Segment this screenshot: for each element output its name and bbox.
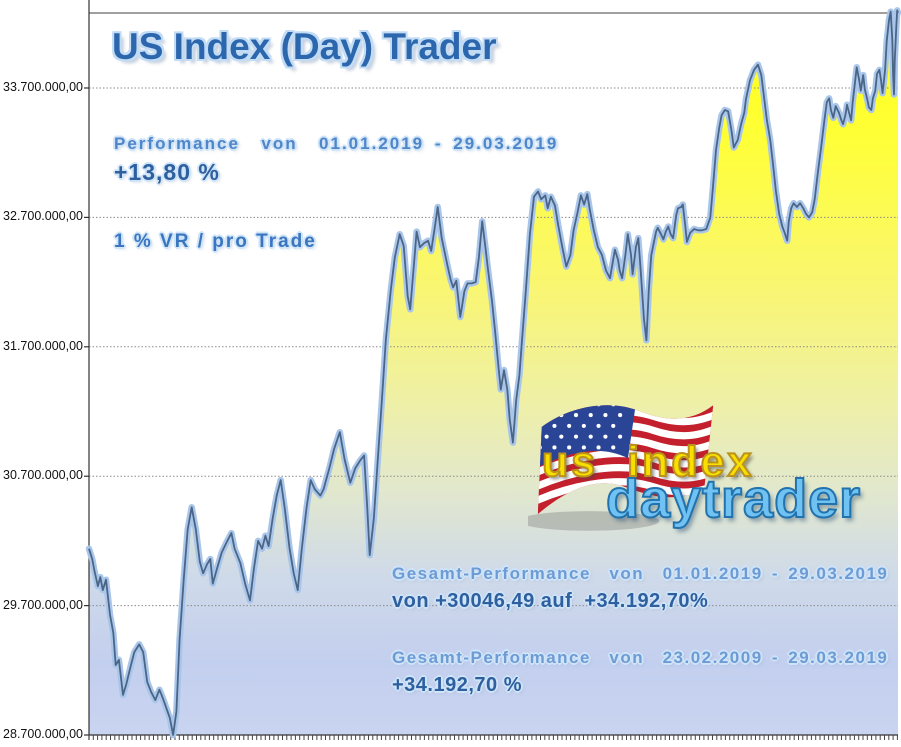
y-axis-label: 33.700.000,00 [3, 80, 83, 94]
y-axis-label: 31.700.000,00 [3, 338, 83, 353]
y-axis-label: 29.700.000,00 [3, 597, 83, 612]
performance-value: +13,80 % [114, 159, 220, 185]
risk-per-trade-note: 1 % VR / pro Trade [114, 231, 317, 252]
total-performance-ytd-value: von +30046,49 auf +34.192,70% [392, 590, 709, 612]
us-flag-icon [528, 405, 714, 531]
y-axis-label: 30.700.000,00 [3, 468, 83, 483]
performance-period-label: Performance von 01.01.2019 - 29.03.2019 [114, 134, 559, 153]
logo-text-daytrader: daytrader [605, 468, 862, 530]
y-axis-label: 32.700.000,00 [3, 209, 83, 224]
page-title: US Index (Day) Trader [112, 26, 497, 67]
y-axis-label: 28.700.000,00 [3, 727, 83, 741]
us-index-daytrader-logo: us index daytrader [520, 388, 861, 553]
logo-text-us-index: us index [541, 437, 755, 487]
total-performance-alltime-label: Gesamt-Performance von 23.02.2009 - 29.0… [392, 648, 889, 667]
total-performance-ytd-label: Gesamt-Performance von 01.01.2019 - 29.0… [392, 564, 889, 583]
total-performance-alltime-value: +34.192,70 % [392, 674, 522, 696]
